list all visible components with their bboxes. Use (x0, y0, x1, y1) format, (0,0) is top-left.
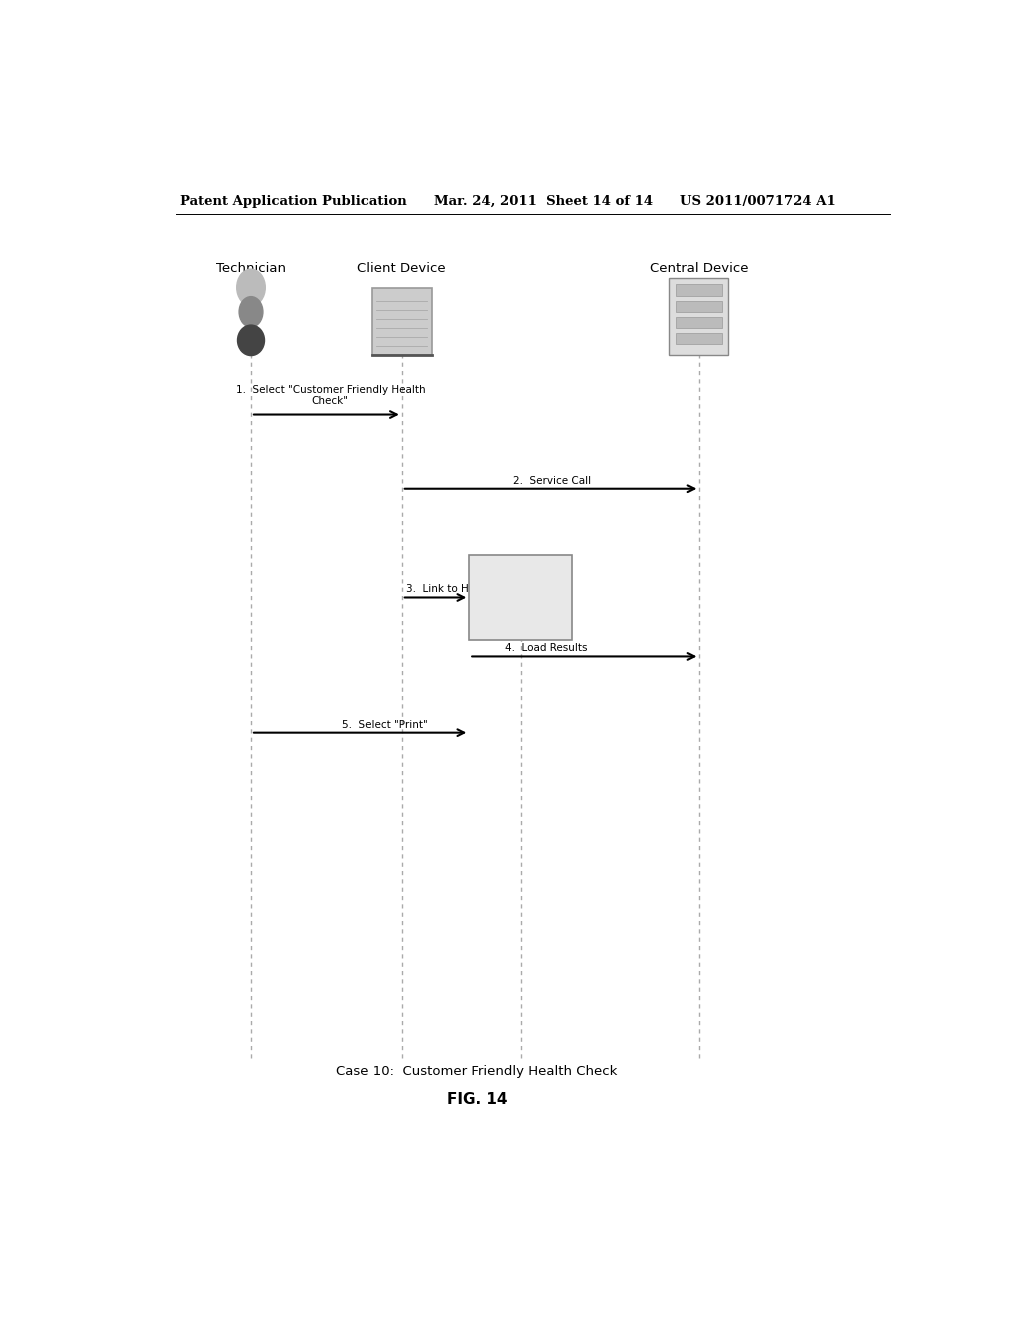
FancyBboxPatch shape (676, 317, 722, 329)
Text: Central Device: Central Device (650, 263, 749, 276)
Text: Mar. 24, 2011  Sheet 14 of 14: Mar. 24, 2011 Sheet 14 of 14 (433, 194, 652, 207)
Ellipse shape (238, 325, 264, 355)
Text: US 2011/0071724 A1: US 2011/0071724 A1 (680, 194, 836, 207)
Text: 4.  Load Results: 4. Load Results (505, 643, 588, 653)
Text: Case 10:  Customer Friendly Health Check: Case 10: Customer Friendly Health Check (337, 1065, 617, 1078)
Text: Technician: Technician (216, 263, 286, 276)
FancyBboxPatch shape (676, 333, 722, 345)
Text: 5.  Select "Print": 5. Select "Print" (342, 719, 428, 730)
FancyBboxPatch shape (372, 289, 432, 355)
Text: Client Device: Client Device (357, 263, 446, 276)
Text: 3.  Link to Health Check Results: 3. Link to Health Check Results (406, 585, 571, 594)
Text: 1.  Select "Customer Friendly Health
Check": 1. Select "Customer Friendly Health Chec… (236, 385, 425, 407)
FancyBboxPatch shape (676, 301, 722, 312)
FancyBboxPatch shape (670, 279, 728, 355)
Circle shape (237, 269, 265, 306)
Ellipse shape (239, 297, 263, 327)
Text: Patent Application Publication: Patent Application Publication (179, 194, 407, 207)
FancyBboxPatch shape (676, 284, 722, 296)
Text: Web
Browser: Web Browser (493, 582, 549, 612)
Text: 2.  Service Call: 2. Service Call (513, 475, 591, 486)
Text: FIG. 14: FIG. 14 (446, 1092, 508, 1106)
FancyBboxPatch shape (469, 554, 572, 640)
